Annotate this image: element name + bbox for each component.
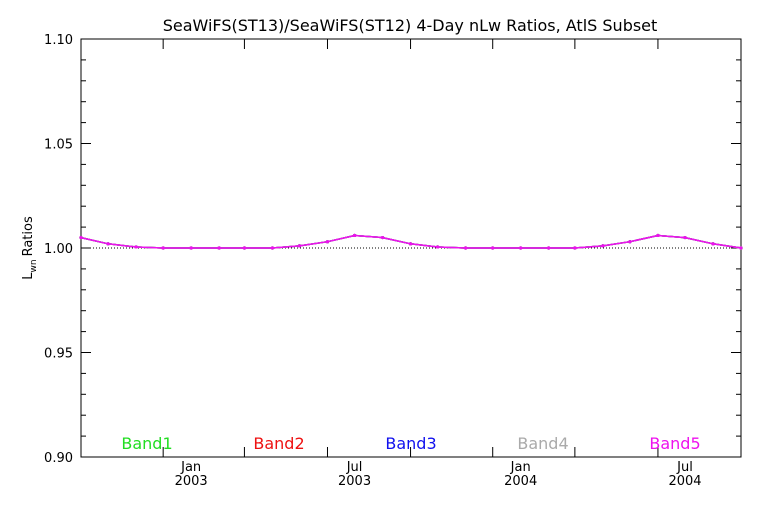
data-point bbox=[547, 246, 551, 250]
legend-item-band5: Band5 bbox=[649, 434, 700, 453]
data-point bbox=[242, 246, 247, 250]
series-band2 bbox=[79, 233, 743, 250]
data-point bbox=[217, 246, 221, 250]
data-point bbox=[352, 233, 357, 238]
data-point bbox=[628, 240, 632, 244]
series-band5 bbox=[79, 233, 743, 250]
data-point bbox=[491, 246, 495, 250]
y-tick-label: 1.00 bbox=[44, 242, 73, 257]
axes: 0.900.951.001.051.10Jan2003Jul2003Jan200… bbox=[44, 33, 742, 489]
y-tick-label: 0.95 bbox=[44, 347, 73, 362]
data-point bbox=[325, 240, 330, 244]
legend-item-band4: Band4 bbox=[517, 434, 568, 453]
y-tick-label: 1.05 bbox=[44, 138, 73, 153]
x-tick-label-year: 2004 bbox=[668, 474, 701, 489]
data-point bbox=[270, 246, 275, 250]
x-tick-label-month: Jan bbox=[180, 460, 201, 475]
series-line-band5 bbox=[80, 234, 742, 249]
data-point bbox=[711, 242, 715, 246]
data-point bbox=[189, 246, 193, 250]
y-tick-label: 1.10 bbox=[44, 33, 73, 48]
series-band4 bbox=[79, 233, 743, 250]
x-tick-label-month: Jan bbox=[510, 460, 531, 475]
series-line-band2 bbox=[80, 234, 742, 249]
chart-title: SeaWiFS(ST13)/SeaWiFS(ST12) 4-Day nLw Ra… bbox=[163, 16, 658, 35]
y-axis-label-text: Lwn Ratios bbox=[21, 216, 39, 280]
x-tick-label-year: 2004 bbox=[504, 474, 537, 489]
x-tick-label-month: Jul bbox=[676, 460, 693, 475]
series-band1 bbox=[79, 233, 743, 250]
series-band3 bbox=[79, 233, 743, 250]
legend-item-band1: Band1 bbox=[121, 434, 172, 453]
data-point bbox=[79, 235, 83, 240]
series-line-band4 bbox=[80, 234, 742, 249]
y-label-subscript: wn bbox=[29, 259, 39, 272]
data-point bbox=[106, 242, 110, 246]
data-point bbox=[739, 246, 743, 250]
series-layer bbox=[79, 233, 743, 250]
legend: Band1 Band2 Band3 Band4 Band5 bbox=[121, 434, 700, 453]
data-point bbox=[380, 235, 385, 240]
data-point bbox=[573, 246, 577, 250]
data-point bbox=[297, 244, 302, 248]
data-point bbox=[601, 244, 605, 248]
data-point bbox=[408, 242, 413, 246]
x-tick-label-year: 2003 bbox=[338, 474, 371, 489]
series-line-band3 bbox=[80, 234, 742, 249]
y-tick-label: 0.90 bbox=[44, 451, 73, 466]
data-point bbox=[656, 233, 660, 238]
y-label-main: L bbox=[21, 272, 36, 280]
data-point bbox=[519, 246, 523, 250]
y-label-ratios: Ratios bbox=[21, 216, 36, 256]
data-point bbox=[436, 245, 440, 249]
data-point bbox=[683, 235, 687, 240]
y-axis-label: Lwn Ratios bbox=[21, 216, 39, 280]
x-tick-label-year: 2003 bbox=[175, 474, 208, 489]
data-point bbox=[464, 246, 468, 250]
data-point bbox=[161, 246, 165, 250]
legend-item-band2: Band2 bbox=[253, 434, 304, 453]
data-point bbox=[134, 245, 138, 249]
series-line-band1 bbox=[80, 234, 742, 249]
x-tick-label-month: Jul bbox=[346, 460, 363, 475]
legend-item-band3: Band3 bbox=[385, 434, 436, 453]
